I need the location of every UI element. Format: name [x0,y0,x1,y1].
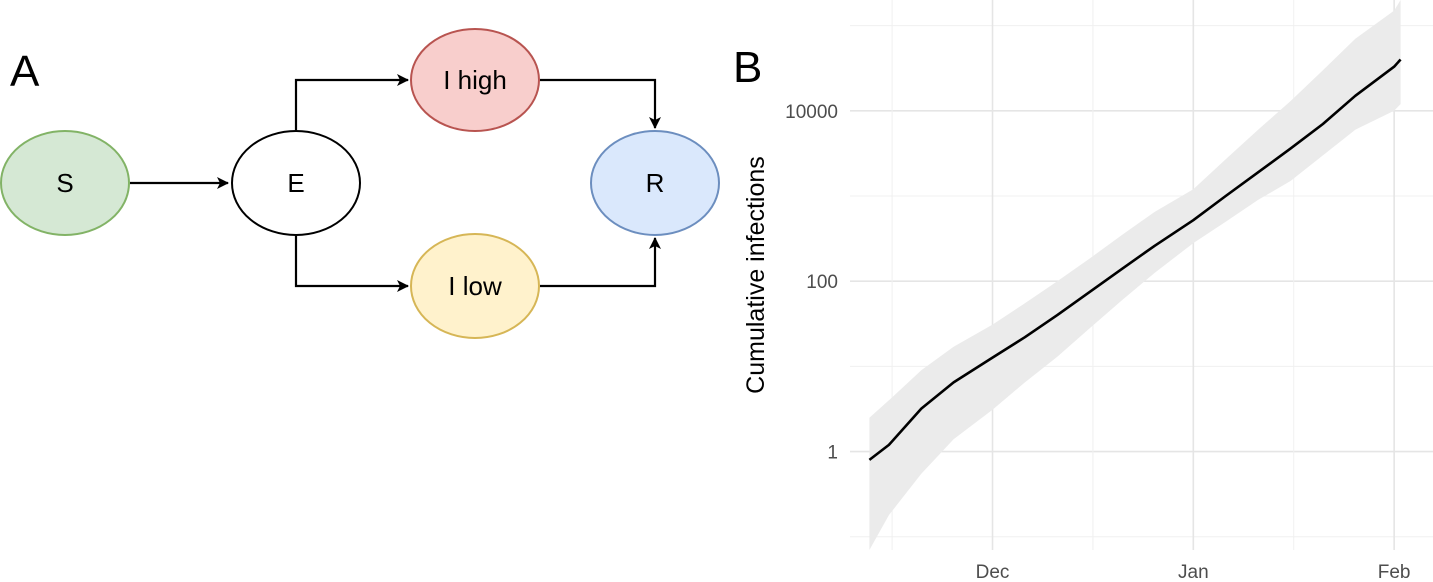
node-ilow: I low [410,233,540,339]
node-s: S [0,130,130,236]
y-tick-label: 10000 [785,102,838,123]
edge-ilow-to-r [540,237,661,288]
series-line [868,58,1402,461]
node-e-label: E [287,168,304,198]
x-tick-label: Jan [1178,562,1209,582]
y-tick-label: 100 [806,272,838,293]
node-e: E [231,130,361,236]
node-r-label: R [646,168,665,198]
x-tick-label: Feb [1378,562,1411,582]
confidence-band [869,0,1401,550]
node-ilow-shape [410,233,540,339]
x-tick-labels: Dec Jan Feb [976,562,1411,582]
node-r: R [590,130,720,236]
y-tick-label: 1 [827,443,838,464]
node-ihigh-shape [410,28,540,132]
node-r-shape [590,130,720,236]
edge-ihigh-to-r [540,78,661,129]
y-tick-labels: 1 100 10000 [785,102,838,464]
edge-e-to-ilow [294,236,409,292]
chart-panel: B 1 100 10000 Dec Jan Feb Cumulative infecti… [733,0,1433,582]
x-tick-label: Dec [976,562,1010,582]
node-ihigh-label: I high [443,65,507,95]
edge-e-to-ihigh [294,74,409,130]
node-s-label: S [56,168,73,198]
node-s-shape [0,130,130,236]
panel-a-letter: A [10,47,40,96]
confidence-band-area [869,0,1401,550]
y-axis-title: Cumulative infections [742,156,770,394]
node-ihigh: I high [410,28,540,132]
node-ilow-label: I low [448,271,502,301]
panel-b-letter: B [733,43,762,92]
node-e-shape [231,130,361,236]
infection-line [868,58,1402,461]
diagram-panel: A S E I high I low R [0,28,720,339]
